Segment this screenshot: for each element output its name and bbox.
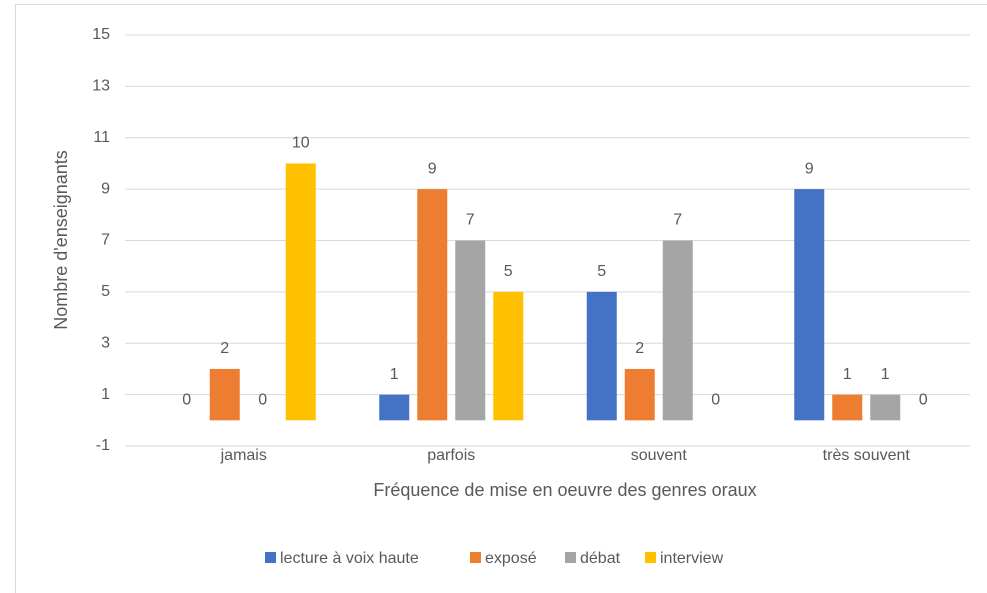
bar [209, 368, 240, 421]
chart-frame [15, 4, 987, 593]
data-label: 10 [292, 135, 310, 152]
data-label: 7 [673, 212, 682, 229]
legend-swatch [265, 552, 276, 563]
data-label: 2 [635, 340, 644, 357]
legend-label: débat [580, 550, 621, 567]
data-label: 2 [220, 340, 229, 357]
bar [379, 394, 410, 421]
data-label: 1 [843, 366, 852, 383]
y-tick-label: 5 [101, 283, 110, 300]
data-label: 7 [466, 212, 475, 229]
x-tick-label: souvent [631, 447, 688, 464]
y-axis-title: Nombre d'enseignants [51, 150, 71, 330]
bar [832, 394, 863, 421]
y-tick-label: 11 [93, 129, 110, 146]
x-axis-title: Fréquence de mise en oeuvre des genres o… [373, 480, 756, 500]
legend-label: exposé [485, 550, 537, 567]
x-tick-label: parfois [427, 447, 475, 464]
data-label: 0 [711, 392, 720, 409]
legend-swatch [470, 552, 481, 563]
y-tick-label: -1 [96, 437, 110, 454]
data-label: 5 [504, 263, 513, 280]
data-label: 0 [258, 392, 267, 409]
bar [662, 240, 693, 421]
bar [794, 189, 825, 421]
x-tick-label: jamais [220, 447, 267, 464]
bar [624, 368, 655, 421]
legend-label: interview [660, 550, 724, 567]
data-label: 9 [428, 160, 437, 177]
y-tick-label: 15 [92, 26, 110, 43]
data-label: 1 [881, 366, 890, 383]
bar [870, 394, 901, 421]
y-tick-label: 1 [101, 386, 110, 403]
y-tick-label: 3 [101, 334, 110, 351]
y-tick-label: 7 [101, 232, 110, 249]
legend-swatch [645, 552, 656, 563]
data-label: 5 [597, 263, 606, 280]
legend-label: lecture à voix haute [280, 550, 419, 567]
bar [586, 291, 617, 421]
data-label: 1 [390, 366, 399, 383]
y-tick-label: 9 [101, 180, 110, 197]
bar [455, 240, 486, 421]
legend-swatch [565, 552, 576, 563]
x-tick-label: très souvent [823, 447, 911, 464]
bar [285, 163, 316, 421]
data-label: 9 [805, 160, 814, 177]
y-tick-label: 13 [92, 78, 110, 95]
data-label: 0 [182, 392, 191, 409]
bar [417, 189, 448, 421]
bar [493, 291, 524, 421]
data-label: 0 [919, 392, 928, 409]
